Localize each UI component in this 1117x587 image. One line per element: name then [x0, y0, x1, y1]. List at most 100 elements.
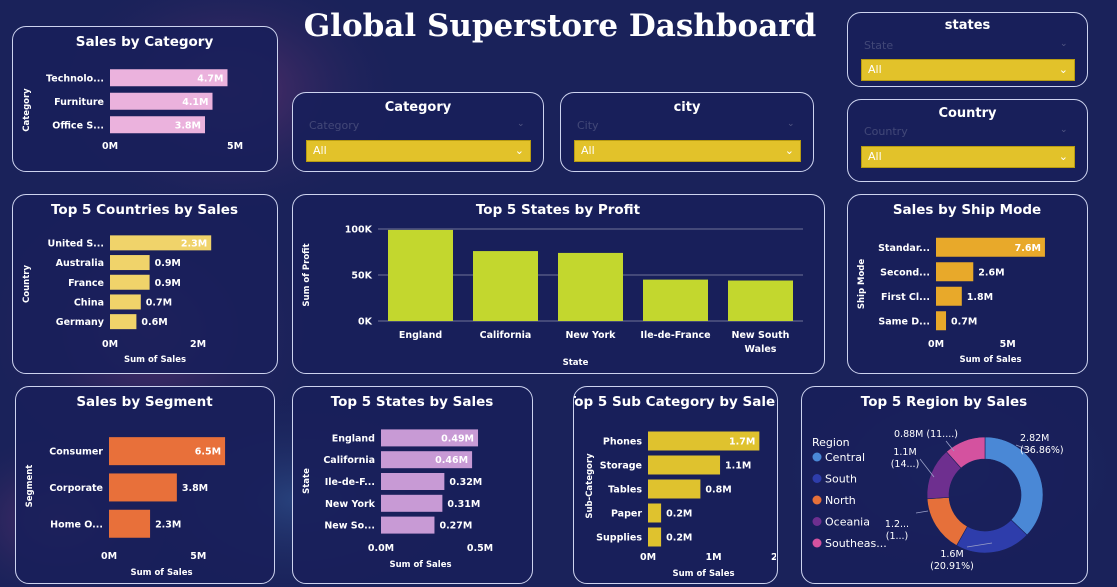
city-slicer[interactable]: city City ⌄ All ⌄: [560, 92, 814, 172]
data-label: 0.9M: [155, 258, 181, 269]
y-axis-title: Sub-Category: [585, 453, 595, 519]
chart-title: Top 5 Countries by Sales: [51, 202, 238, 218]
dropdown-value: All: [868, 150, 882, 163]
y-tick-label: 0K: [358, 317, 373, 328]
data-label: 0.7M: [146, 297, 172, 308]
bar-germany: [110, 314, 137, 330]
data-label: 6.5M: [195, 447, 221, 458]
bar-california: [473, 251, 538, 321]
slicer-field-name: State: [864, 39, 894, 52]
top5-states-sales-card: Top 5 States by Sales England 0.49M Califor…: [292, 386, 533, 584]
x-tick-label: 5M: [227, 141, 243, 152]
top5-countries-card: Top 5 Countries by Sales United S... 2.3M A…: [12, 194, 278, 374]
legend-marker-south: [812, 474, 822, 483]
y-axis-title: Segment: [25, 465, 35, 508]
y-axis-title: Country: [22, 265, 32, 303]
data-label: 0.6M: [141, 317, 167, 328]
y-axis-title: Sum of Profit: [302, 243, 312, 306]
data-label: 1.7M: [729, 437, 755, 448]
data-label: 0.9M: [155, 278, 181, 289]
chevron-down-icon: ⌄: [787, 119, 795, 129]
states-dropdown[interactable]: All ⌄: [861, 59, 1075, 81]
slice-value-label: 1.1M: [893, 447, 916, 458]
legend-label: South: [825, 473, 857, 486]
dropdown-value: All: [868, 63, 882, 76]
chevron-down-icon: ⌄: [1058, 150, 1068, 163]
chart-title: Top 5 States by Sales: [331, 394, 494, 410]
chart-title: Sales by Category: [76, 34, 214, 50]
data-label: 3.8M: [182, 483, 208, 494]
category-label: Technolo...: [46, 73, 104, 84]
data-label: 0.27M: [439, 521, 472, 532]
data-label: 0.2M: [666, 509, 692, 520]
x-tick-label: 0M: [640, 552, 656, 563]
category-label: Home O...: [50, 519, 103, 530]
x-tick-label: 5M: [190, 551, 206, 562]
category-label: Same D...: [878, 316, 930, 327]
x-tick-label: 0.5M: [467, 543, 493, 554]
leader-line: [915, 510, 929, 514]
x-axis-title: Sum of Sales: [124, 355, 186, 365]
sales-by-category-card: Sales by Category Technolo... 4.7M Furnitur…: [12, 26, 278, 172]
y-tick-label: 100K: [345, 225, 373, 236]
bar-new-york: [381, 494, 443, 512]
x-tick-label: 2M: [771, 552, 776, 563]
x-axis-title: Sum of Sales: [130, 568, 192, 578]
leader-line: [1015, 444, 1032, 452]
legend-marker-central: [812, 452, 822, 462]
chart-svg: Top 5 States by Profit 0K 50K 100K England Ca…: [302, 202, 803, 368]
x-axis-title: Sum of Sales: [389, 560, 451, 570]
category-label: France: [68, 278, 104, 289]
category-label: Second...: [880, 267, 930, 278]
category-label: United S...: [48, 238, 105, 249]
category-label: China: [74, 297, 104, 308]
bar-corporate: [109, 473, 177, 502]
bar-australia: [110, 255, 150, 271]
category-label: Standar...: [878, 243, 930, 254]
chart-svg: Top 5 Sub Category by Sales Phones 1.7M Sto…: [574, 394, 776, 579]
category-slicer[interactable]: Category Category ⌄ All ⌄: [292, 92, 544, 172]
category-label: England: [332, 433, 375, 444]
category-label: Australia: [56, 258, 104, 269]
y-axis-title: Category: [22, 88, 32, 132]
x-axis-title: State: [563, 358, 589, 368]
sales-by-segment-card: Sales by Segment Consumer 6.5M Corporate 3.8…: [15, 386, 275, 584]
category-label: Ile-de-France: [640, 330, 710, 341]
data-label: 0.8M: [705, 485, 731, 496]
country-dropdown[interactable]: All ⌄: [861, 146, 1075, 168]
category-dropdown[interactable]: All ⌄: [306, 140, 531, 162]
category-label: Corporate: [49, 483, 103, 494]
country-slicer[interactable]: Country Country ⌄ All ⌄: [847, 99, 1088, 182]
category-label: Phones: [603, 437, 642, 448]
slicer-field-name: City: [577, 119, 599, 132]
category-label: Ile-de-F...: [325, 477, 375, 488]
city-dropdown[interactable]: All ⌄: [574, 140, 801, 162]
dropdown-value: All: [313, 144, 327, 157]
legend-marker-oceania: [812, 517, 822, 526]
states-slicer[interactable]: states State ⌄ All ⌄: [847, 12, 1088, 87]
slice-percent-label: (14...): [891, 459, 920, 470]
data-label: 2.3M: [181, 238, 207, 249]
legend-marker-north: [812, 495, 822, 505]
x-tick-label: 0M: [102, 141, 118, 152]
legend-label: North: [825, 494, 856, 507]
data-label: 7.6M: [1015, 243, 1041, 254]
top5-region-card: Top 5 Region by Sales Region Central South N…: [801, 386, 1088, 584]
slice-percent-label: (36.86%): [1020, 445, 1064, 456]
category-label: Office S...: [52, 120, 104, 131]
slicer-field-name: Country: [864, 125, 908, 138]
category-label: Supplies: [596, 533, 642, 544]
chevron-down-icon: ⌄: [514, 144, 524, 157]
bar-office-s: [110, 116, 205, 134]
x-tick-label: 2M: [190, 339, 206, 350]
y-tick-label: 50K: [351, 271, 372, 282]
chevron-down-icon: ⌄: [1060, 39, 1068, 49]
chart-title: Top 5 Sub Category by Sales: [574, 394, 776, 410]
y-axis-title: State: [302, 468, 312, 494]
category-label: New So...: [324, 521, 375, 532]
data-label: 2.3M: [155, 519, 181, 530]
data-label: 0.49M: [441, 433, 474, 444]
slice-percent-label: (20.91%): [930, 561, 974, 572]
chart-title: Sales by Segment: [76, 394, 213, 410]
x-tick-label: 0M: [102, 339, 118, 350]
